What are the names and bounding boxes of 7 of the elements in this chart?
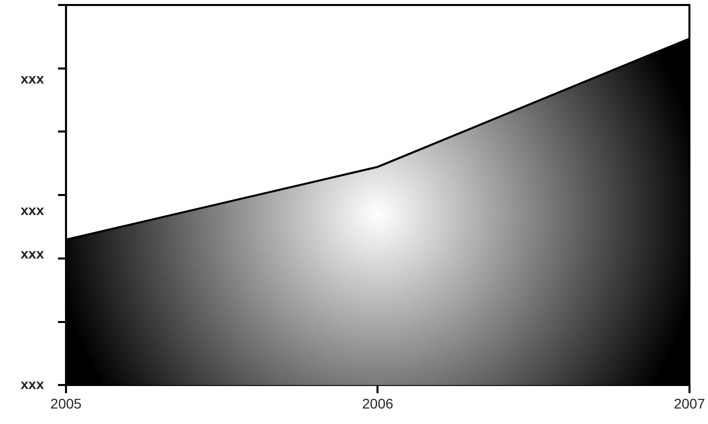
text: xxx <box>20 202 44 218</box>
x-tick-label: 2005 <box>50 395 82 412</box>
text: xxx <box>20 70 44 86</box>
x-tick-label: 2007 <box>674 395 706 412</box>
x-tick-label: 2006 <box>362 395 394 412</box>
text: xxx <box>20 376 44 392</box>
text: xxx <box>20 246 44 262</box>
